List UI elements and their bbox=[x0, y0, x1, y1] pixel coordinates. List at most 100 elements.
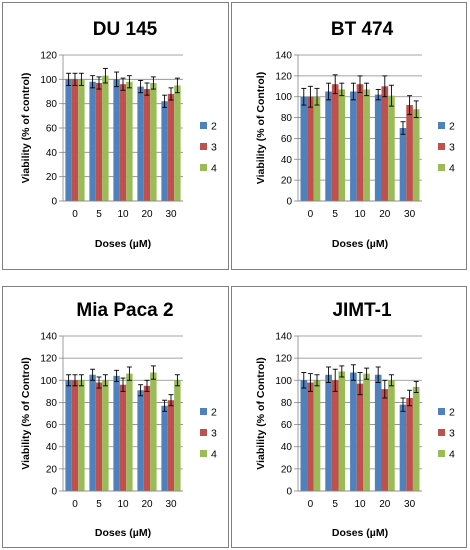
x-tick-label: 30 bbox=[165, 499, 177, 510]
y-tick-label: 140 bbox=[40, 332, 57, 343]
y-tick-label: 40 bbox=[281, 155, 293, 166]
bar-2-20 bbox=[374, 374, 382, 491]
bar-3-20 bbox=[143, 385, 151, 491]
y-tick-label: 0 bbox=[286, 197, 292, 208]
y-tick-label: 120 bbox=[40, 354, 57, 365]
y-tick-label: 80 bbox=[281, 398, 293, 409]
bar-2-30 bbox=[399, 128, 407, 201]
bar-4-0 bbox=[313, 96, 321, 201]
bar-4-20 bbox=[150, 82, 157, 201]
bar-3-10 bbox=[356, 383, 364, 491]
chart-svg-du145: DU 145 0 20 40 60 80 100 120 0 5 10 20 30 Doses (µM) V… bbox=[20, 19, 217, 250]
y-tick-label: 120 bbox=[40, 51, 57, 62]
legend-label-3: 3 bbox=[211, 428, 217, 440]
bar-4-5 bbox=[338, 89, 346, 201]
legend-swatch-4 bbox=[200, 164, 207, 171]
chart-title: DU 145 bbox=[93, 19, 158, 40]
bar-4-0 bbox=[78, 79, 85, 201]
y-axis-title: Viability (% of Control) bbox=[255, 357, 267, 469]
y-tick-label: 120 bbox=[275, 354, 292, 365]
chart-panel-jimt1: JIMT-1 0 20 40 60 80 100 120 140 0 5 10 20 30 Doses (µ… bbox=[231, 286, 467, 548]
legend-swatch-3 bbox=[200, 143, 207, 150]
y-axis-title: Viability (% of Control) bbox=[255, 72, 267, 184]
chart-title: Mia Paca 2 bbox=[76, 300, 173, 321]
chart-title: BT 474 bbox=[331, 19, 394, 40]
bar-3-5 bbox=[95, 382, 103, 491]
bar-2-0 bbox=[65, 79, 72, 201]
x-tick-label: 5 bbox=[332, 499, 338, 510]
x-axis-title: Doses (µM) bbox=[332, 527, 388, 539]
legend-label-3: 3 bbox=[449, 142, 455, 154]
legend-label-4: 4 bbox=[449, 449, 455, 461]
y-tick-label: 0 bbox=[286, 487, 292, 498]
y-tick-label: 40 bbox=[281, 442, 293, 453]
bar-4-20 bbox=[388, 95, 395, 201]
x-tick-label: 5 bbox=[332, 209, 338, 220]
bar-2-0 bbox=[300, 380, 308, 491]
y-tick-label: 20 bbox=[46, 172, 58, 183]
x-tick-label: 20 bbox=[141, 499, 153, 510]
x-axis-title: Doses (µM) bbox=[332, 238, 388, 250]
bar-4-30 bbox=[174, 85, 181, 201]
bar-4-0 bbox=[313, 380, 321, 491]
legend-swatch-2 bbox=[438, 408, 445, 415]
x-tick-label: 0 bbox=[308, 209, 314, 220]
x-tick-label: 0 bbox=[72, 499, 78, 510]
x-tick-label: 30 bbox=[404, 209, 416, 220]
y-tick-label: 120 bbox=[275, 71, 292, 82]
bar-2-30 bbox=[399, 404, 407, 491]
bar-3-0 bbox=[307, 382, 314, 491]
x-tick-label: 20 bbox=[141, 209, 153, 220]
legend-swatch-2 bbox=[200, 122, 207, 129]
bar-3-20 bbox=[381, 389, 389, 491]
bar-3-30 bbox=[167, 93, 175, 201]
bar-2-5 bbox=[325, 91, 332, 201]
bar-2-10 bbox=[350, 91, 357, 201]
bar-3-10 bbox=[356, 84, 364, 201]
legend-label-3: 3 bbox=[211, 142, 217, 154]
bar-2-5 bbox=[89, 374, 96, 491]
legend-swatch-4 bbox=[200, 450, 207, 457]
x-tick-label: 10 bbox=[117, 209, 129, 220]
legend-swatch-2 bbox=[438, 122, 445, 129]
legend-label-2: 2 bbox=[211, 407, 217, 419]
chart-panel-du145: DU 145 0 20 40 60 80 100 120 0 5 10 20 30 Doses (µM) V… bbox=[2, 2, 229, 270]
y-tick-label: 60 bbox=[46, 124, 58, 135]
legend-swatch-3 bbox=[200, 429, 207, 436]
bar-4-10 bbox=[126, 81, 133, 201]
y-tick-label: 80 bbox=[281, 113, 293, 124]
bar-4-5 bbox=[102, 380, 109, 491]
bar-2-10 bbox=[113, 375, 120, 491]
bar-3-10 bbox=[119, 84, 127, 201]
legend-label-2: 2 bbox=[211, 121, 217, 133]
bar-2-5 bbox=[89, 81, 96, 201]
bar-2-0 bbox=[300, 96, 308, 201]
bar-4-30 bbox=[174, 380, 181, 491]
bar-2-30 bbox=[161, 101, 168, 201]
y-tick-label: 80 bbox=[46, 99, 58, 110]
x-tick-label: 0 bbox=[72, 209, 78, 220]
x-tick-label: 20 bbox=[379, 499, 391, 510]
bar-2-0 bbox=[65, 380, 72, 491]
y-tick-label: 0 bbox=[51, 487, 57, 498]
legend-swatch-4 bbox=[438, 450, 445, 457]
legend-label-4: 4 bbox=[211, 449, 217, 461]
bar-3-5 bbox=[331, 84, 339, 201]
y-axis-title: Viability (% of Control) bbox=[20, 357, 32, 469]
y-tick-label: 40 bbox=[46, 148, 58, 159]
bar-4-10 bbox=[126, 373, 133, 491]
chart-svg-bt474: BT 474 0 20 40 60 80 100 120 140 0 5 10 20 30 Doses (µ… bbox=[255, 19, 455, 250]
y-tick-label: 100 bbox=[40, 376, 57, 387]
bar-3-0 bbox=[71, 79, 79, 201]
x-axis-title: Doses (µM) bbox=[95, 238, 151, 250]
bar-3-5 bbox=[95, 82, 103, 201]
bar-4-10 bbox=[363, 89, 370, 201]
y-tick-label: 20 bbox=[281, 464, 293, 475]
bar-2-30 bbox=[161, 405, 168, 491]
legend-label-4: 4 bbox=[449, 163, 455, 175]
legend-label-2: 2 bbox=[449, 121, 455, 133]
y-tick-label: 140 bbox=[275, 51, 292, 62]
chart-panel-bt474: BT 474 0 20 40 60 80 100 120 140 0 5 10 20 30 Doses (µ… bbox=[231, 2, 467, 270]
bar-3-20 bbox=[381, 86, 389, 201]
y-tick-label: 60 bbox=[46, 420, 58, 431]
